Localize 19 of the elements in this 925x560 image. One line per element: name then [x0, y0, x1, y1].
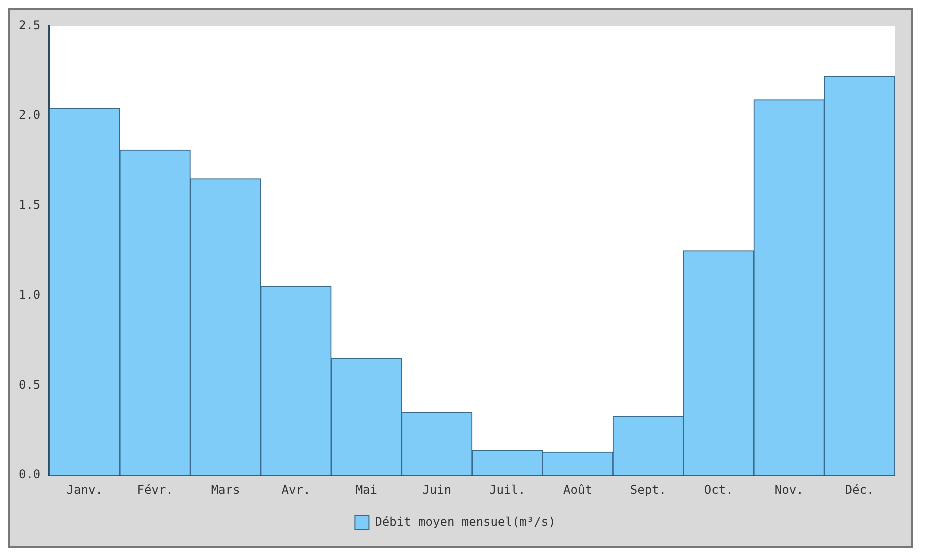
y-tick-label: 2.0	[18, 108, 41, 122]
x-tick-label: Oct.	[704, 482, 734, 497]
x-tick-label: Nov.	[774, 482, 804, 497]
x-tick-label: Avr.	[282, 482, 311, 497]
x-tick-label: Mars	[211, 482, 240, 497]
x-tick-label: Août	[564, 482, 592, 497]
y-tick-label: 1.0	[18, 288, 41, 302]
x-tick-label: Juin	[422, 482, 452, 497]
y-tick-label: 1.5	[18, 198, 41, 212]
y-tick-label: 0.0	[18, 468, 41, 482]
legend-label: Débit moyen mensuel(m³/s)	[375, 515, 556, 530]
x-tick-label: Janv.	[66, 482, 103, 497]
x-tick-label: Mai	[356, 482, 378, 497]
x-tick-label: Juil.	[489, 482, 526, 497]
y-tick-label: 2.5	[18, 18, 41, 32]
x-tick-label: Sept.	[630, 482, 667, 497]
x-tick-label: Déc.	[845, 482, 874, 497]
y-tick-label: 0.5	[18, 378, 41, 392]
x-tick-label: Févr.	[137, 482, 174, 497]
